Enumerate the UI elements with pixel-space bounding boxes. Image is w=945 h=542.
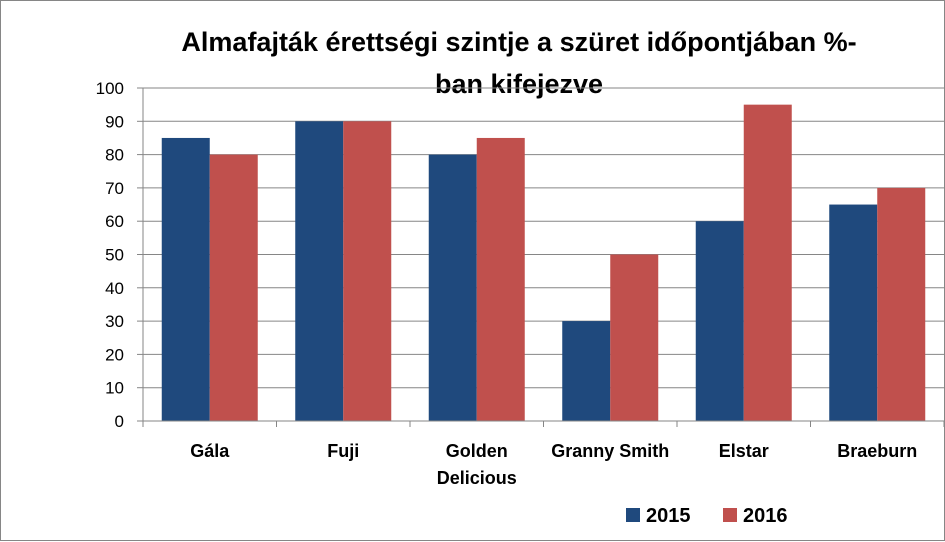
- legend-swatch-2015: [626, 508, 640, 522]
- y-tick-label: 100: [96, 79, 124, 98]
- y-tick-label: 30: [105, 312, 124, 331]
- bar-2015-4: [695, 221, 744, 421]
- bar-2016-0: [209, 154, 258, 421]
- x-category-label: Braeburn: [837, 441, 917, 461]
- x-category-label: Elstar: [719, 441, 769, 461]
- y-tick-label: 40: [105, 279, 124, 298]
- y-tick-label: 70: [105, 179, 124, 198]
- x-category-label: Gála: [190, 441, 230, 461]
- y-tick-label: 20: [105, 345, 124, 364]
- x-category-label: Delicious: [437, 468, 517, 488]
- bar-2015-2: [428, 154, 477, 421]
- y-tick-label: 0: [115, 412, 124, 431]
- bar-2015-0: [161, 137, 210, 421]
- y-tick-label: 60: [105, 212, 124, 231]
- y-tick-label: 50: [105, 246, 124, 265]
- y-tick-label: 90: [105, 112, 124, 131]
- bar-2015-1: [295, 121, 344, 422]
- y-tick-label: 10: [105, 379, 124, 398]
- x-category-label: Golden: [446, 441, 508, 461]
- chart-title-line: Almafajták érettségi szintje a szüret id…: [181, 27, 856, 57]
- grid-lines: [143, 87, 944, 389]
- chart-title: Almafajták érettségi szintje a szüret id…: [181, 27, 856, 99]
- legend-swatch-2016: [723, 508, 737, 522]
- bar-2015-3: [562, 321, 611, 421]
- axes: [142, 88, 945, 427]
- legend-label-2015: 2015: [646, 505, 691, 527]
- legend: 2015 2016: [626, 505, 788, 527]
- x-category-label: Fuji: [327, 441, 359, 461]
- x-axis-categories: Gála Fuji Golden Delicious Granny Smith Elsta…: [190, 441, 917, 488]
- bar-2016-2: [476, 137, 525, 421]
- bar-2015-5: [829, 204, 878, 421]
- bar-2016-3: [610, 254, 659, 421]
- y-axis-ticks: 0 10 20 30 40 50 60 70 80 90 100: [96, 79, 143, 431]
- chart-title-line: ban kifejezve: [435, 69, 603, 99]
- legend-label-2016: 2016: [743, 505, 788, 527]
- bar-2016-5: [877, 187, 926, 421]
- bar-2016-4: [743, 104, 792, 422]
- x-category-label: Granny Smith: [551, 441, 669, 461]
- bars: [161, 104, 926, 422]
- bar-2016-1: [343, 121, 392, 422]
- y-tick-label: 80: [105, 146, 124, 165]
